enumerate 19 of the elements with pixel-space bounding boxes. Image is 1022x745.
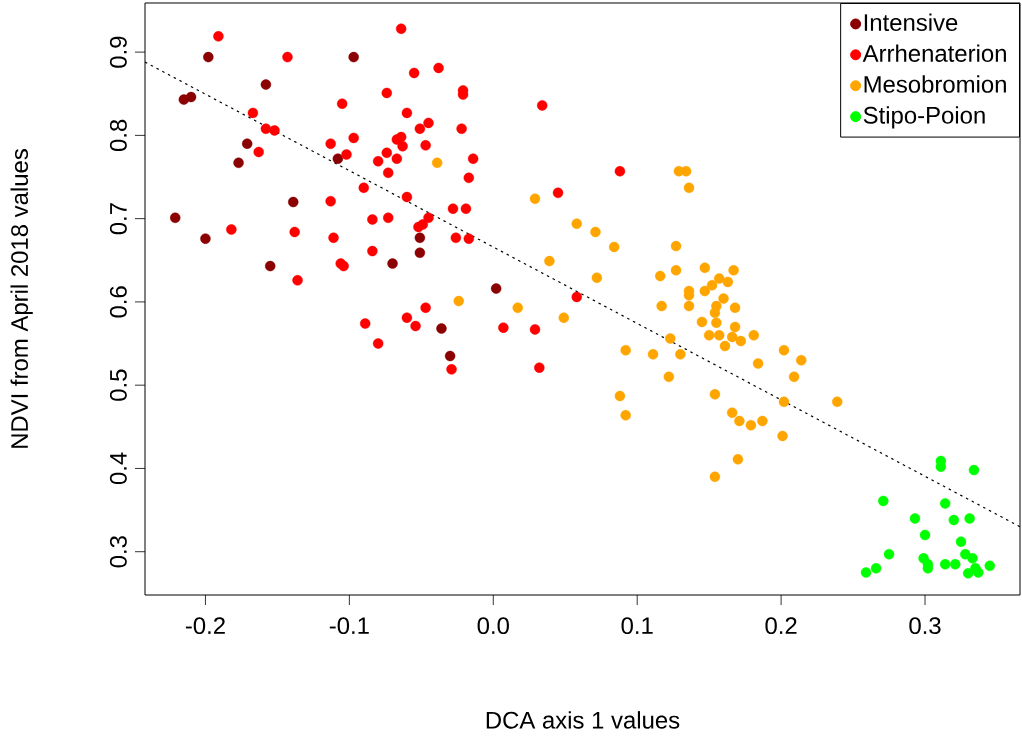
legend-label: Mesobromion — [864, 75, 1006, 93]
y-tick-label: 0.9 — [109, 36, 127, 68]
x-tick-label: 0.3 — [909, 617, 941, 635]
x-tick-label: 0.0 — [477, 617, 509, 635]
y-axis-title: NDVI from April 2018 values — [10, 149, 33, 448]
x-tick-label: -0.1 — [329, 617, 369, 635]
legend-label: Stipo-Poion — [863, 106, 985, 129]
y-tick-label: 0.5 — [109, 369, 127, 401]
y-tick-label: 0.3 — [109, 536, 127, 568]
x-tick-label: 0.1 — [621, 617, 653, 635]
x-tick-label: 0.2 — [765, 617, 797, 635]
y-tick-label: 0.8 — [109, 119, 127, 152]
legend-label: Arrhenaterion — [862, 44, 1006, 62]
x-axis-title: DCA axis 1 values — [486, 711, 680, 729]
y-tick-label: 0.6 — [109, 286, 127, 318]
y-tick-label: 0.4 — [109, 452, 127, 485]
y-tick-label: 0.7 — [109, 203, 127, 235]
x-tick-label: -0.2 — [185, 617, 225, 635]
legend-label: Intensive — [864, 13, 958, 32]
